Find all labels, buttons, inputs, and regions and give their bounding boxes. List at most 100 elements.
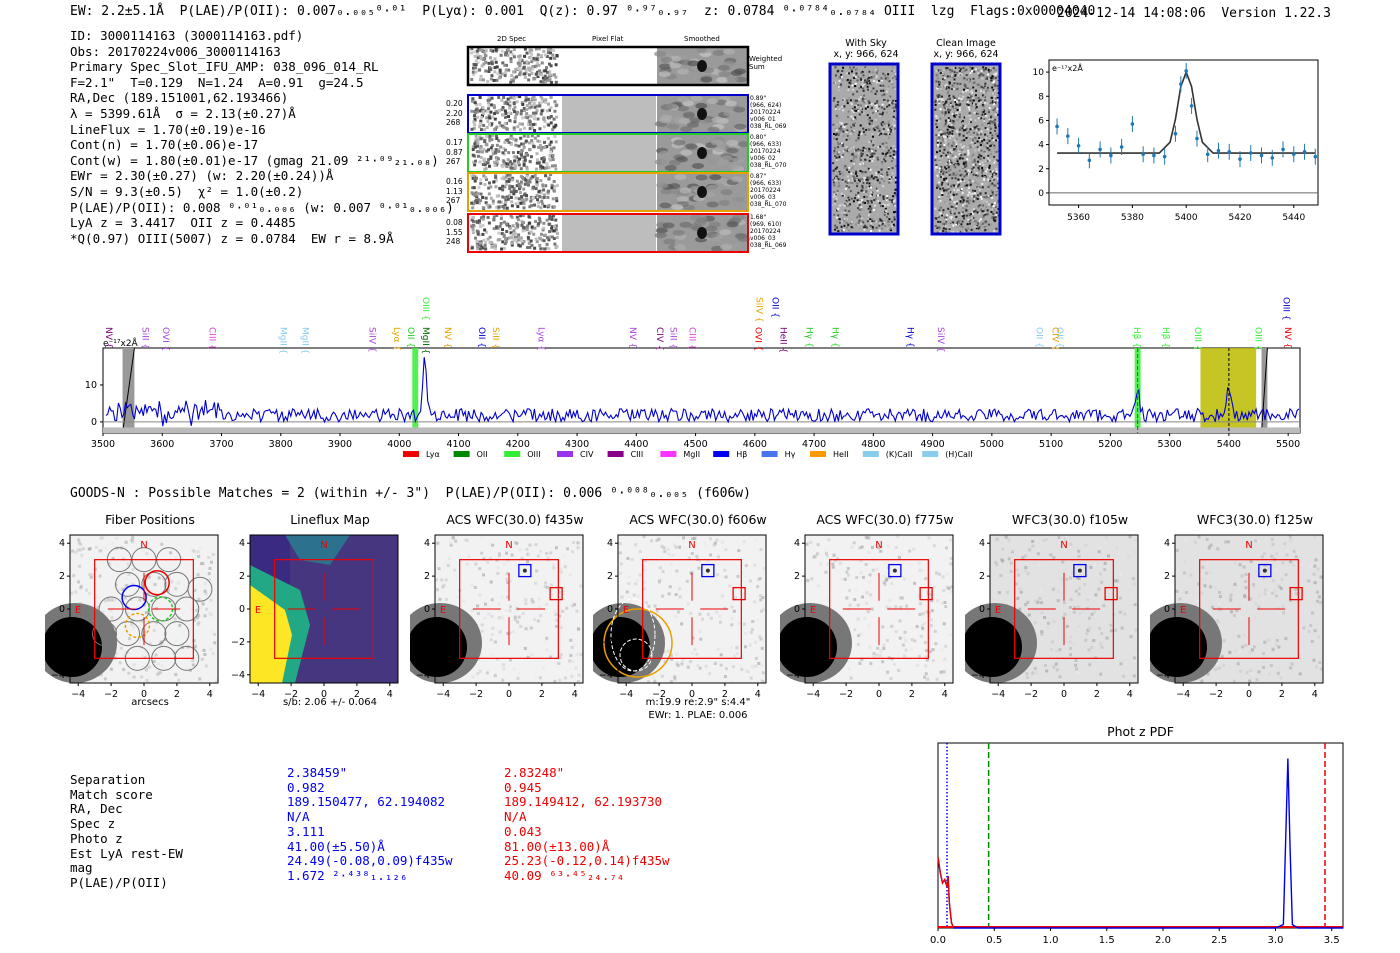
sky-pixel bbox=[965, 165, 968, 168]
sky-pixel bbox=[949, 192, 952, 195]
noise-pixel bbox=[539, 80, 543, 84]
image-noise bbox=[569, 638, 573, 642]
sky-pixel bbox=[990, 76, 993, 79]
sky-pixel bbox=[949, 97, 951, 100]
image-noise bbox=[757, 577, 761, 581]
line-label-text: SiII { bbox=[490, 327, 500, 349]
noise-pixel bbox=[541, 80, 545, 84]
sky-pixel bbox=[989, 144, 992, 147]
sky-pixel bbox=[834, 176, 837, 179]
image-noise bbox=[571, 660, 575, 664]
x-tick-label: 4700 bbox=[802, 439, 826, 450]
image-noise bbox=[108, 563, 112, 567]
image-noise bbox=[77, 580, 81, 584]
sky-pixel bbox=[956, 100, 959, 103]
noise-pixel bbox=[535, 152, 539, 156]
sky-pixel bbox=[856, 90, 859, 93]
sky-pixel bbox=[937, 80, 940, 83]
sky-pixel bbox=[995, 194, 998, 197]
sky-pixel bbox=[991, 162, 994, 165]
image-noise bbox=[191, 606, 195, 610]
noise-pixel bbox=[503, 63, 507, 67]
noise-pixel bbox=[505, 63, 509, 67]
fiber-circle bbox=[141, 621, 167, 647]
image-noise bbox=[899, 596, 903, 600]
sky-pixel bbox=[844, 209, 847, 212]
image-noise bbox=[94, 567, 98, 571]
sky-pixel bbox=[860, 71, 863, 74]
sky-pixel bbox=[939, 69, 942, 72]
sky-pixel bbox=[860, 222, 863, 225]
sky-pixel bbox=[865, 226, 868, 229]
noise-pixel bbox=[519, 236, 523, 240]
sky-pixel bbox=[885, 90, 888, 93]
noise-pixel bbox=[553, 164, 557, 168]
noise-pixel bbox=[474, 110, 478, 114]
x-tick-label: 4200 bbox=[506, 439, 530, 450]
legend-label: Hγ bbox=[785, 450, 796, 459]
noise-pixel bbox=[542, 117, 546, 121]
sky-pixel bbox=[985, 67, 988, 70]
sky-pixel bbox=[887, 73, 890, 76]
sky-pixel bbox=[966, 105, 969, 108]
noise-pixel bbox=[474, 70, 478, 74]
sky-pixel bbox=[848, 229, 851, 232]
sky-pixel bbox=[981, 210, 984, 213]
sky-pixel bbox=[834, 167, 837, 170]
noise-pixel bbox=[514, 138, 518, 142]
noise-pixel bbox=[496, 161, 500, 165]
sky-pixel bbox=[839, 186, 842, 189]
sky-pixel bbox=[990, 96, 993, 99]
sky-pixel bbox=[891, 83, 894, 86]
sky-pixel bbox=[961, 129, 964, 132]
sky-pixel bbox=[848, 96, 851, 99]
sky-pixel bbox=[973, 192, 976, 195]
sky-pixel bbox=[988, 93, 991, 96]
image-noise bbox=[857, 634, 861, 638]
noise-pixel bbox=[471, 148, 475, 152]
image-noise bbox=[174, 638, 178, 642]
sky-pixel bbox=[876, 100, 879, 103]
sky-pixel bbox=[879, 176, 882, 179]
noise-pixel bbox=[494, 49, 498, 53]
image-noise bbox=[199, 552, 203, 556]
image-noise bbox=[625, 590, 629, 594]
image-noise bbox=[145, 678, 149, 682]
image-noise bbox=[539, 549, 543, 553]
noise-pixel bbox=[493, 247, 497, 251]
noise-pixel bbox=[541, 196, 545, 200]
x-tick-label: 2 bbox=[354, 689, 360, 700]
noise-pixel bbox=[518, 54, 522, 58]
sky-pixel bbox=[943, 78, 946, 81]
sky-pixel bbox=[854, 177, 857, 180]
sky-pixel bbox=[946, 108, 949, 111]
sky-pixel bbox=[955, 207, 958, 210]
noise-pixel bbox=[552, 229, 556, 233]
image-noise bbox=[213, 632, 217, 636]
image-noise bbox=[122, 557, 126, 561]
noise-pixel bbox=[527, 78, 531, 82]
sky-pixel bbox=[966, 172, 969, 175]
image-noise bbox=[699, 637, 703, 641]
panel-caption-2: EWr: 1. PLAE: 0.006 bbox=[648, 710, 748, 721]
noise-pixel bbox=[475, 244, 479, 248]
noise-pixel bbox=[478, 241, 482, 245]
sky-pixel bbox=[935, 169, 938, 172]
sky-pixel bbox=[844, 180, 847, 183]
noise-pixel bbox=[472, 72, 476, 76]
noise-pixel bbox=[501, 165, 505, 169]
sky-pixel bbox=[892, 86, 895, 89]
sky-pixel bbox=[835, 178, 838, 181]
sky-pixel bbox=[894, 153, 897, 156]
noise-pixel bbox=[492, 104, 496, 108]
noise-pixel bbox=[549, 115, 553, 119]
sky-pixel bbox=[876, 81, 879, 84]
sky-pixel bbox=[882, 152, 885, 155]
sky-pixel bbox=[985, 171, 988, 174]
info-line-10: S/N = 9.3(±0.5) χ² = 1.0(±0.2) bbox=[70, 183, 304, 199]
image-noise bbox=[157, 576, 161, 580]
sky-pixel bbox=[850, 159, 853, 162]
sky-pixel bbox=[863, 98, 866, 101]
sky-pixel bbox=[951, 211, 954, 214]
noise-pixel bbox=[480, 216, 484, 220]
